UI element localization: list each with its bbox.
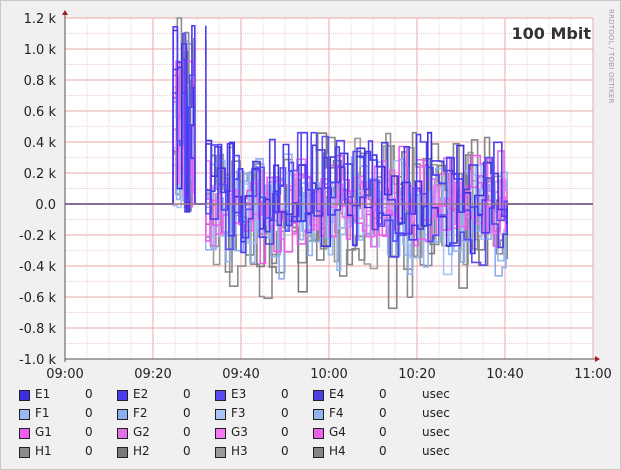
legend-series-name: F1 (35, 406, 50, 420)
legend-series-value: 0 (379, 406, 387, 420)
x-tick-label: 09:00 (46, 367, 83, 381)
y-axis-arrow (62, 10, 68, 15)
legend-series-name: G3 (231, 425, 248, 439)
series-line-g3 (65, 124, 593, 235)
y-tick-label: 0.6 k (24, 105, 57, 120)
legend-swatch (117, 428, 128, 439)
legend-row: G1 0 G2 0 G3 0 G4 0 usec (19, 423, 579, 442)
legend-series-value: 0 (379, 387, 387, 401)
axes (62, 10, 600, 362)
legend-unit: usec (422, 444, 450, 458)
legend-series-name: E3 (231, 387, 247, 401)
legend-swatch (313, 447, 324, 458)
legend-swatch (215, 428, 226, 439)
x-tick-label: 11:00 (574, 367, 611, 381)
legend-unit: usec (422, 406, 450, 420)
legend-series-value: 0 (183, 387, 191, 401)
y-tick-label: 0.2 k (24, 167, 57, 182)
legend-unit: usec (422, 387, 450, 401)
y-tick-label: 1.2 k (24, 12, 57, 27)
legend-swatch (117, 447, 128, 458)
y-tick-label: -0.8 k (19, 322, 56, 337)
legend-swatch (313, 409, 324, 420)
x-tick-label: 09:20 (134, 367, 171, 381)
chart-title: 100 Mbit (512, 24, 592, 43)
legend-series-value: 0 (281, 387, 289, 401)
legend-row: H1 0 H2 0 H3 0 H4 0 usec (19, 442, 579, 461)
legend-row: F1 0 F2 0 F3 0 F4 0 usec (19, 404, 579, 423)
legend-row: E1 0 E2 0 E3 0 E4 0 usec (19, 385, 579, 404)
legend-series-value: 0 (85, 387, 93, 401)
series-line-g2 (65, 101, 593, 248)
series-line-e4 (65, 66, 593, 258)
legend-swatch (19, 409, 30, 420)
chart: 1.2 k 1.0 k 0.8 k 0.6 k 0.4 k 0.2 k 0.0 -0.2 k -… (19, 10, 612, 381)
y-tick-label: 0.0 (35, 198, 56, 213)
legend-swatch (313, 390, 324, 401)
legend-series-name: F4 (329, 406, 344, 420)
x-tick-label: 09:40 (222, 367, 259, 381)
y-tick-label: -0.6 k (19, 291, 56, 306)
legend-series-value: 0 (85, 444, 93, 458)
legend-swatch (19, 428, 30, 439)
legend-swatch (313, 428, 324, 439)
x-axis-arrow (595, 356, 600, 362)
y-tick-label: 0.8 k (24, 74, 57, 89)
legend-swatch (117, 409, 128, 420)
legend-series-name: F2 (133, 406, 148, 420)
legend-series-name: E4 (329, 387, 345, 401)
legend-series-name: H2 (133, 444, 150, 458)
legend-series-value: 0 (281, 425, 289, 439)
legend-swatch (215, 390, 226, 401)
legend-series-name: G4 (329, 425, 346, 439)
legend-series-name: F3 (231, 406, 246, 420)
y-tick-label: 0.4 k (24, 136, 57, 151)
legend-series-name: G2 (133, 425, 150, 439)
legend-series-value: 0 (281, 406, 289, 420)
legend: E1 0 E2 0 E3 0 E4 0 usec F1 0 F2 0 F3 0 F4 0 usec G1 0 G2 0 G3… (19, 385, 579, 461)
rrdtool-watermark: RRDTOOL / TOBI OETIKER (607, 9, 615, 104)
legend-swatch (117, 390, 128, 401)
legend-swatch (215, 447, 226, 458)
legend-swatch (215, 409, 226, 420)
y-tick-label: -1.0 k (19, 353, 56, 368)
legend-series-name: E1 (35, 387, 51, 401)
legend-series-value: 0 (281, 444, 289, 458)
legend-series-name: E2 (133, 387, 149, 401)
series-layer (65, 17, 593, 310)
legend-series-value: 0 (183, 444, 191, 458)
legend-unit: usec (422, 425, 450, 439)
legend-series-name: H3 (231, 444, 248, 458)
legend-series-name: H4 (329, 444, 346, 458)
x-tick-label: 10:40 (486, 367, 523, 381)
legend-series-name: H1 (35, 444, 52, 458)
legend-series-value: 0 (183, 406, 191, 420)
tick-labels: 1.2 k 1.0 k 0.8 k 0.6 k 0.4 k 0.2 k 0.0 -0.2 k -… (19, 12, 612, 381)
y-tick-label: -0.4 k (19, 260, 56, 275)
y-tick-label: -0.2 k (19, 229, 56, 244)
y-tick-label: 1.0 k (24, 43, 57, 58)
legend-series-value: 0 (379, 444, 387, 458)
x-tick-label: 10:20 (398, 367, 435, 381)
legend-series-value: 0 (85, 425, 93, 439)
legend-swatch (19, 390, 30, 401)
x-tick-label: 10:00 (310, 367, 347, 381)
legend-swatch (19, 447, 30, 458)
legend-series-value: 0 (85, 406, 93, 420)
legend-series-value: 0 (183, 425, 191, 439)
legend-series-value: 0 (379, 425, 387, 439)
legend-series-name: G1 (35, 425, 52, 439)
